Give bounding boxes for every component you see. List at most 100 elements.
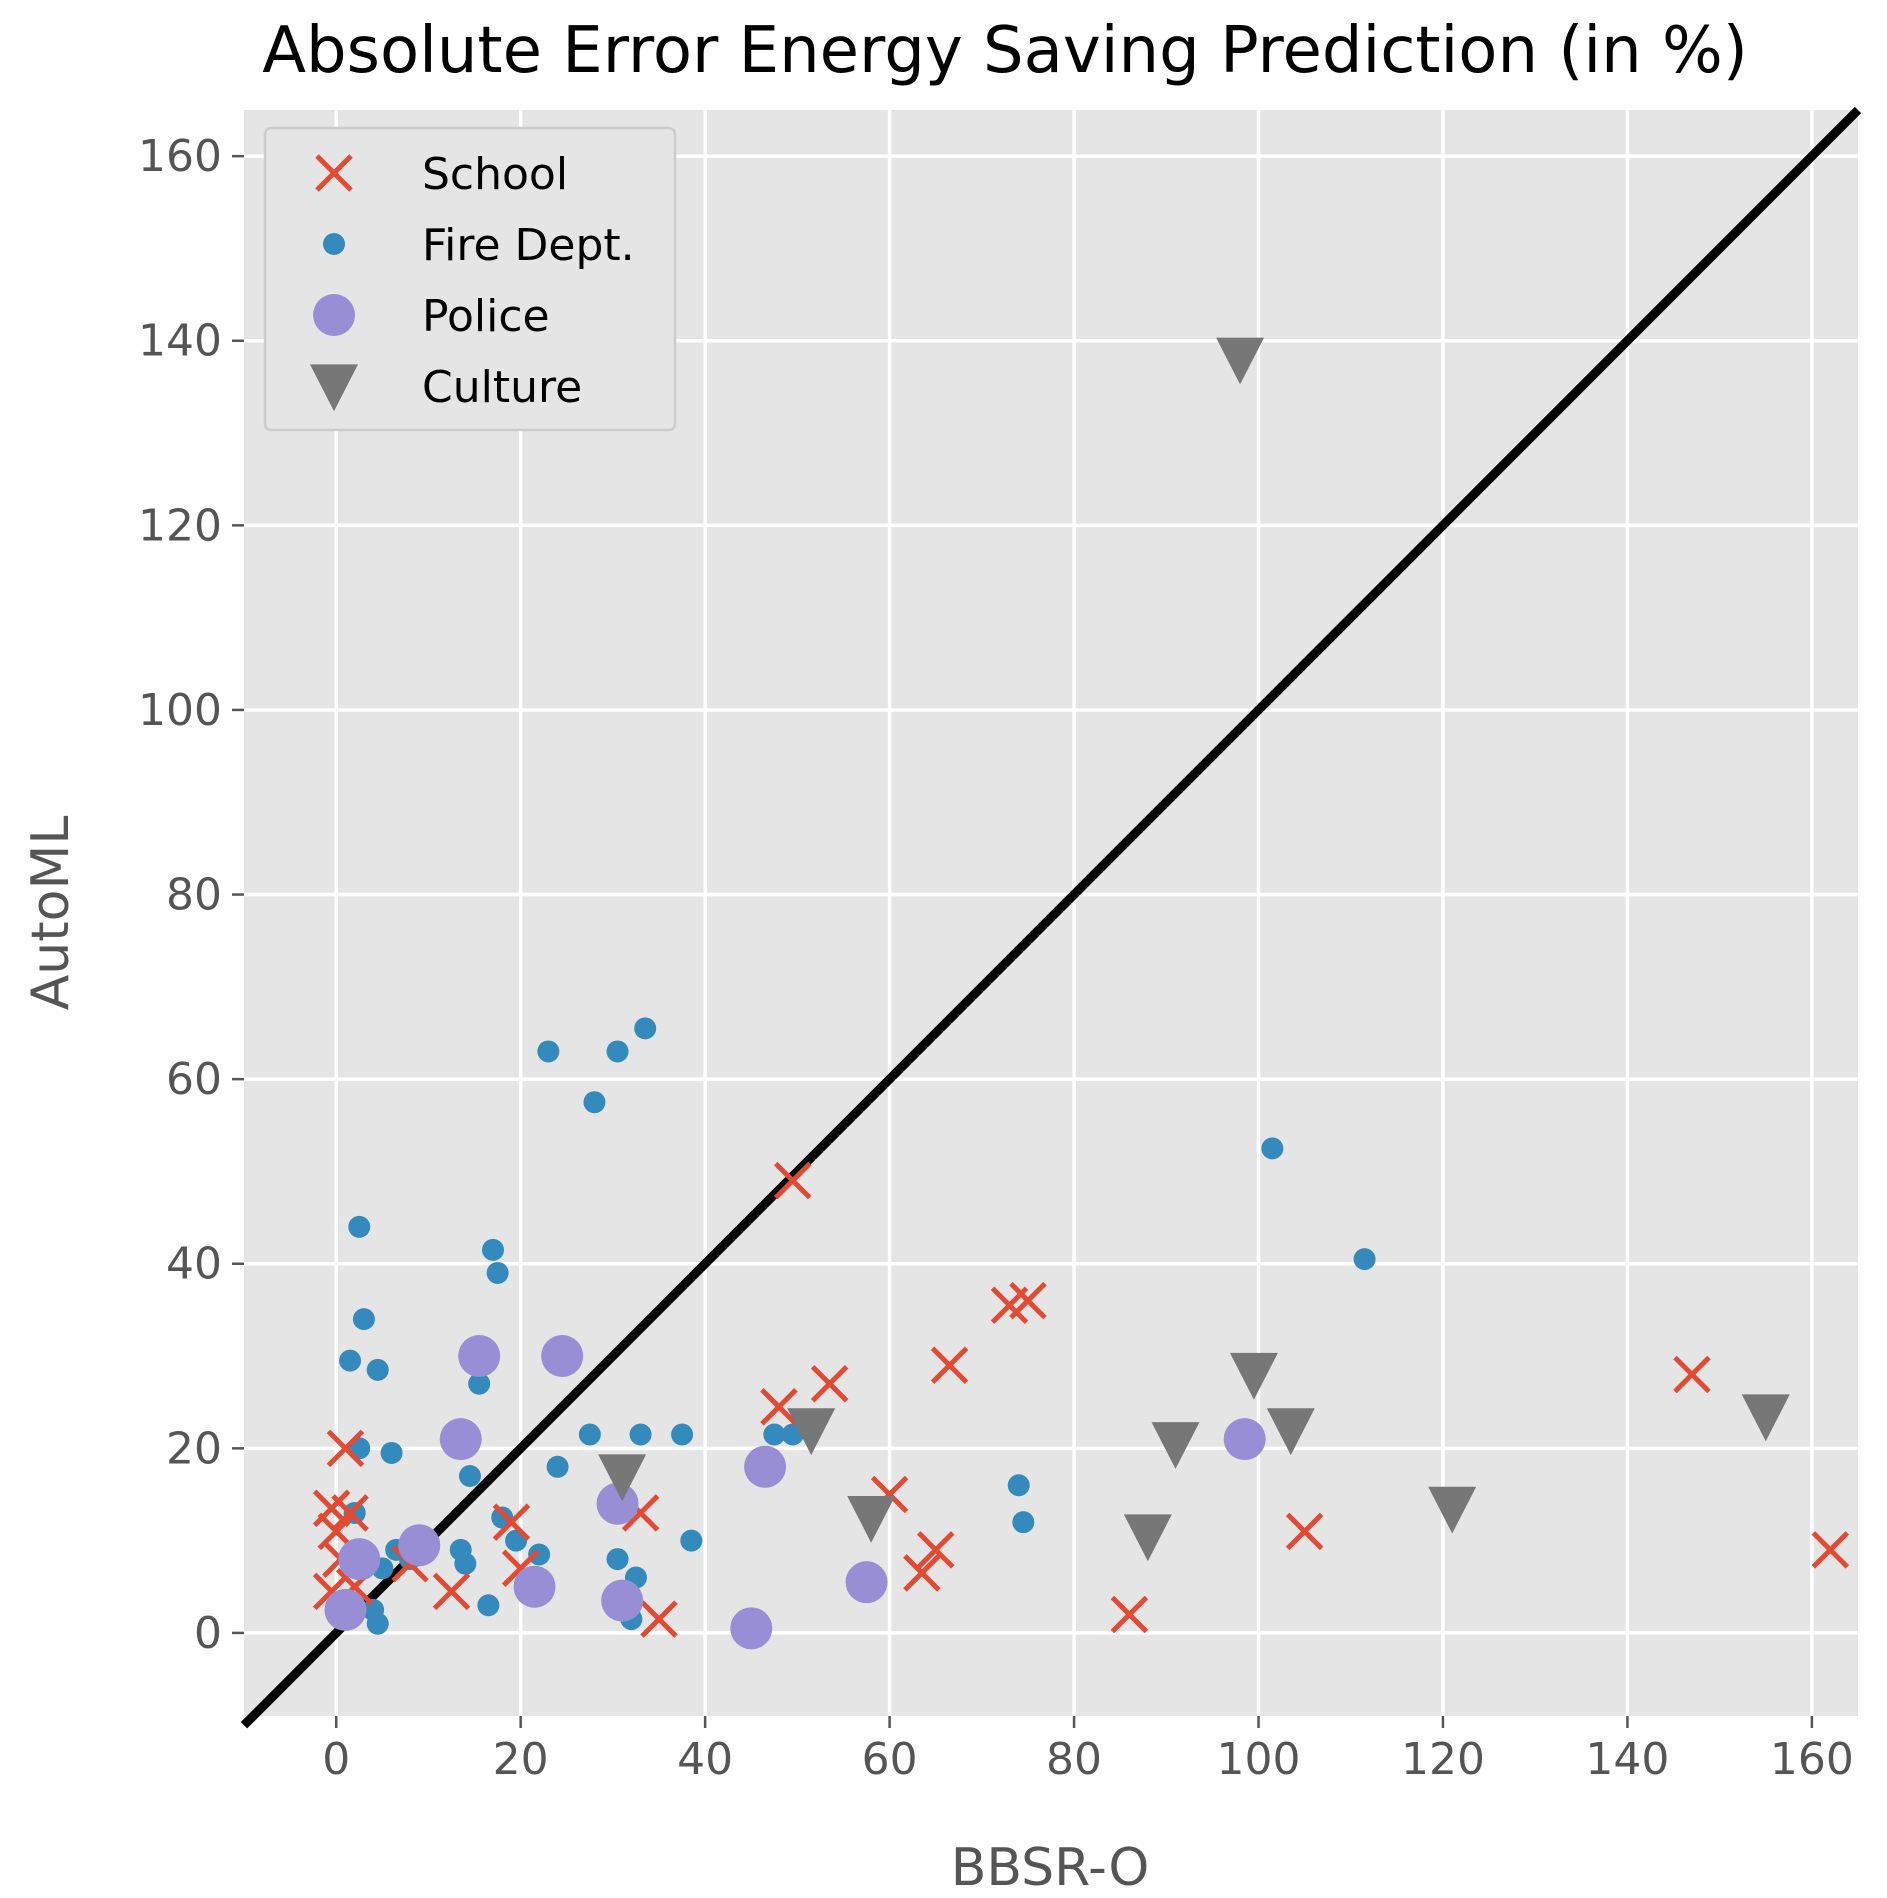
data-point [606, 1548, 629, 1571]
data-point [773, 1161, 812, 1200]
data-point [1223, 1418, 1266, 1461]
data-point-stroke-b [331, 1494, 369, 1532]
data-points [312, 337, 1850, 1650]
data-point-stroke-b [810, 1364, 849, 1403]
data-point [606, 1040, 629, 1063]
legend-marker [310, 364, 358, 412]
legend-label: Fire Dept. [422, 220, 635, 271]
legend: School Fire Dept. Police Culture [263, 126, 677, 432]
legend-box [263, 126, 677, 432]
data-point [366, 1358, 389, 1381]
legend-item: Fire Dept. [323, 220, 635, 271]
data-point [1229, 1352, 1278, 1400]
data-point [546, 1455, 569, 1478]
data-point-stroke-b [326, 1429, 365, 1468]
data-point [730, 1607, 773, 1650]
data-point [1285, 1512, 1324, 1551]
data-point-stroke-b [903, 1554, 941, 1592]
x-tick-label: 40 [677, 1734, 733, 1785]
data-point [763, 1423, 786, 1446]
data-point [1428, 1486, 1477, 1534]
data-point [1261, 1137, 1284, 1160]
data-point [537, 1040, 560, 1063]
x-tick-label: 0 [322, 1734, 350, 1785]
data-point [903, 1554, 941, 1592]
y-tick-label: 80 [166, 870, 222, 921]
data-point [810, 1364, 849, 1403]
data-point [326, 1429, 365, 1468]
y-tick-label: 20 [166, 1423, 222, 1474]
data-point [1007, 1474, 1030, 1497]
data-point [1741, 1394, 1790, 1442]
data-point [338, 1538, 381, 1581]
data-point-stroke-b [312, 1572, 351, 1611]
legend-label: Culture [422, 362, 582, 413]
data-point [634, 1017, 657, 1040]
data-point [1151, 1422, 1200, 1469]
y-tick-label: 120 [138, 500, 222, 551]
data-point [1012, 1511, 1035, 1534]
data-point [680, 1529, 703, 1552]
data-point [439, 1418, 482, 1461]
data-point [458, 1465, 481, 1488]
data-point [640, 1600, 678, 1638]
x-tick-label: 120 [1401, 1734, 1485, 1785]
data-point-stroke-b [621, 1494, 660, 1532]
data-point [486, 1261, 509, 1284]
series-police [324, 1335, 1266, 1650]
chart-title: Absolute Error Energy Saving Prediction … [262, 14, 1748, 88]
data-point [324, 1588, 367, 1631]
legend-label: School [422, 149, 568, 200]
data-point [1009, 1281, 1047, 1320]
data-point [331, 1494, 369, 1532]
data-point [339, 1349, 362, 1372]
y-tick-label: 60 [166, 1054, 222, 1105]
data-point [787, 1408, 836, 1456]
data-point [629, 1423, 652, 1446]
data-point [1216, 337, 1265, 385]
data-point-stroke-b [501, 1549, 540, 1588]
data-point [1353, 1248, 1376, 1271]
y-tick-label: 160 [138, 131, 222, 182]
gridlines [244, 110, 1858, 1716]
legend-label: Police [422, 291, 550, 342]
series-culture [598, 337, 1790, 1562]
data-point [1673, 1355, 1711, 1394]
legend-marker [323, 233, 345, 255]
data-point-stroke-b [640, 1600, 678, 1638]
data-point [916, 1531, 955, 1569]
data-point [596, 1482, 639, 1525]
data-point [432, 1572, 471, 1611]
y-tick-label: 0 [194, 1608, 222, 1659]
data-point [458, 1335, 501, 1378]
x-tick-label: 60 [862, 1734, 918, 1785]
data-point-stroke-b [1673, 1355, 1711, 1394]
x-tick-label: 100 [1217, 1734, 1301, 1785]
data-point-stroke-b [760, 1388, 798, 1426]
data-point [477, 1594, 500, 1617]
data-point-stroke-b [916, 1531, 955, 1569]
data-point [348, 1215, 371, 1238]
data-point [578, 1423, 601, 1446]
data-point [598, 1454, 647, 1502]
data-point [601, 1579, 644, 1622]
data-point [482, 1238, 505, 1261]
data-point [454, 1552, 477, 1575]
legend-item: Culture [310, 362, 582, 413]
data-point-stroke-b [1285, 1512, 1324, 1551]
y-axis-ticks: 0 20 40 60 80 100 120 140 160 [138, 131, 244, 1659]
data-point-stroke-b [1009, 1281, 1047, 1320]
legend-item: School [315, 149, 568, 200]
data-point [380, 1441, 403, 1464]
data-point [1123, 1514, 1172, 1562]
data-point [847, 1495, 896, 1543]
data-point [541, 1335, 584, 1378]
legend-marker-stroke-b [315, 154, 353, 192]
legend-marker [313, 294, 355, 336]
data-point [671, 1423, 694, 1446]
x-tick-label: 160 [1770, 1734, 1854, 1785]
x-tick-label: 140 [1585, 1734, 1669, 1785]
data-point-stroke-b [930, 1346, 969, 1385]
data-point-stroke-b [492, 1503, 531, 1541]
data-point [583, 1091, 606, 1114]
